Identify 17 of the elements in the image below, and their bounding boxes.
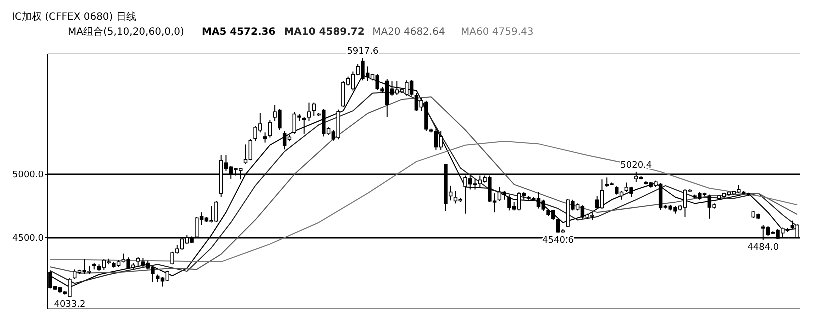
text: MA5 4572.36: [202, 27, 276, 38]
candlestick: [263, 132, 268, 144]
chart-title: IC加权 (CFFEX 0680) 日线: [12, 11, 136, 23]
annotation: 5917.6: [347, 47, 379, 58]
annotation: 4484.0: [748, 242, 780, 253]
y-tick-label: 5000.0: [12, 170, 44, 181]
candlestick: [312, 102, 316, 117]
annotation: 4540.6: [542, 236, 574, 246]
candlestick: [268, 119, 272, 138]
annotation: 4033.2: [54, 300, 86, 310]
candlestick: [307, 102, 312, 122]
chart-subtitle: MA组合(5,10,20,60,0,0): [68, 26, 185, 38]
text: MA10 4589.72: [284, 27, 365, 38]
y-tick-label: 4500.0: [12, 234, 44, 244]
annotation: 5020.4: [620, 160, 652, 171]
text: MA20 4682.64: [372, 27, 446, 38]
text: MA60 4759.43: [461, 27, 534, 38]
